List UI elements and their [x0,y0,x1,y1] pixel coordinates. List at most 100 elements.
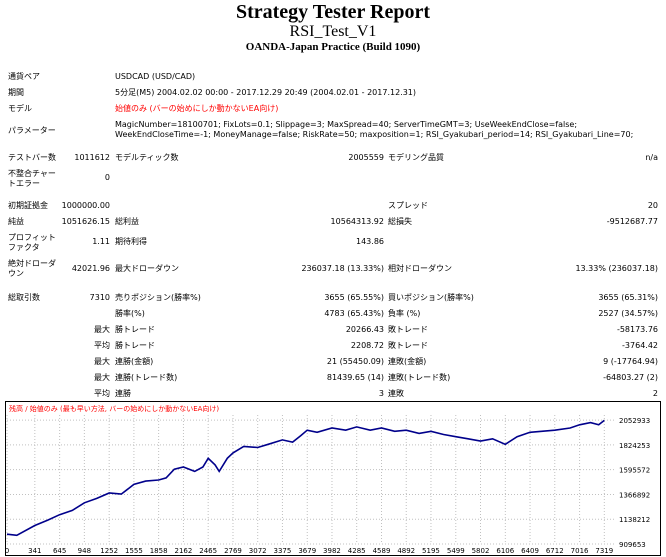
cons-wins-value: 21 (55450.09) [326,357,384,366]
y-tick-label: 1824253 [619,442,650,450]
max-drawdown-label: 最大ドローダウン [115,264,179,273]
bars-label: テストバー数 [8,153,56,162]
expected-payoff-value: 143.86 [356,237,384,246]
cons-loss-amount-value: -64803.27 (2) [603,373,658,382]
max-loss-label: 敗トレード [388,325,428,334]
x-tick-label: 7319 [595,547,613,555]
abs-drawdown-value: 42021.96 [71,264,110,273]
params-value: MagicNumber=18100701; FixLots=0.1; Slipp… [115,120,634,139]
spread-value: 20 [647,201,658,210]
long-positions-label: 買いポジション(勝率%) [388,293,474,302]
max-loss-value: -58173.76 [616,325,658,334]
mismatch-label-2: トエラー [8,179,40,188]
abs-drawdown-label-1: 絶対ドローダ [8,259,56,268]
y-axis-labels: 909653 1138212 1366892 1595572 1824253 205293… [619,417,650,549]
gross-profit-value: 10564313.92 [330,217,384,226]
max-label: 最大 [94,325,110,334]
report-title: Strategy Tester Report [235,1,431,23]
model-value: 始値のみ (バーの始めにしか動かないEA向け) [115,104,279,113]
x-tick-label: 341 [28,547,41,555]
net-profit-value: 1051626.15 [61,217,110,226]
short-positions-value: 3655 (65.55%) [324,293,384,302]
x-tick-label: 4285 [348,547,366,555]
abs-drawdown-label-2: ウン [8,269,24,278]
x-tick-label: 2162 [175,547,193,555]
spread-label: スプレッド [388,201,428,210]
y-tick-label: 1595572 [619,467,650,475]
y-tick-label: 1138212 [619,516,650,524]
deposit-value: 1000000.00 [61,201,110,210]
cons-loss-amount-label: 連敗(トレード数) [388,373,451,382]
chart-grid [6,415,615,545]
x-tick-label: 948 [78,547,91,555]
symbol-label: 通貨ペア [8,72,40,81]
max-win-value: 20266.43 [345,325,384,334]
profit-factor-value: 1.11 [92,237,110,246]
x-tick-label: 1858 [150,547,168,555]
expected-payoff-label: 期待利得 [115,237,147,246]
avg-cons-wins-value: 3 [378,389,384,398]
x-axis-labels: 0 341 645 948 1252 1555 1858 2162 2465 2769 3072 33… [5,547,613,555]
balance-chart: 残高 / 始値のみ (最も早い方法, バーの始めにしか動かないEA向け) 909… [5,401,661,556]
x-tick-label: 7016 [571,547,589,555]
y-tick-label: 2052933 [619,417,650,425]
max3-label: 最大 [94,373,110,382]
loss-rate-value: 2527 (34.57%) [598,309,658,318]
cons-losses-value: 9 (-17764.94) [603,357,658,366]
avg-cons-losses-label: 連敗 [388,389,404,398]
win-rate-label: 勝率(%) [115,309,145,318]
x-tick-label: 0 [5,547,9,555]
ea-name: RSI_Test_V1 [289,23,377,40]
max-drawdown-value: 236037.18 (13.33%) [301,264,384,273]
cons-profit-value: 81439.65 (14) [326,373,384,382]
avg-loss-value: -3764.42 [622,341,658,350]
gross-profit-label: 総利益 [115,217,139,226]
x-tick-label: 5195 [422,547,440,555]
mismatch-label-1: 不整合チャー [8,169,56,178]
total-trades-value: 7310 [89,293,110,302]
ticks-value: 2005559 [348,153,384,162]
mismatch-value: 0 [104,173,110,182]
quality-label: モデリング品質 [388,153,444,162]
x-tick-label: 4589 [373,547,391,555]
total-trades-label: 総取引数 [8,293,40,302]
params-label: パラメーター [8,126,56,135]
x-tick-label: 3679 [298,547,316,555]
avg-cons-losses-value: 2 [652,389,658,398]
period-value: 5分足(M5) 2004.02.02 00:00 - 2017.12.29 20… [115,88,417,97]
x-tick-label: 6106 [496,547,514,555]
x-tick-label: 6712 [546,547,564,555]
avg-loss-label: 敗トレード [388,341,428,350]
x-tick-label: 645 [53,547,66,555]
long-positions-value: 3655 (65.31%) [598,293,658,302]
x-tick-label: 4892 [397,547,415,555]
avg-label: 平均 [94,341,110,350]
short-positions-label: 売りポジション(勝率%) [115,293,201,302]
server-name: OANDA-Japan Practice (Build 1090) [245,41,421,53]
y-tick-label: 909653 [619,541,646,549]
chart-frame [5,401,661,556]
avg2-label: 平均 [94,389,110,398]
cons-losses-label: 連敗(金額) [388,357,427,366]
deposit-label: 初期証拠金 [8,201,48,210]
y-tick-label: 1366892 [619,491,650,499]
avg-win-value: 2208.72 [350,341,384,350]
balance-line [6,419,605,537]
chart-title: 残高 / 始値のみ (最も早い方法, バーの始めにしか動かないEA向け) [9,404,219,413]
cons-profit-label: 連勝(トレード数) [115,373,178,382]
rel-drawdown-label: 相対ドローダウン [388,264,452,273]
loss-rate-label: 負率 (%) [388,309,421,318]
avg-win-label: 勝トレード [115,341,155,350]
net-profit-label: 純益 [8,217,24,226]
gross-loss-value: -9512687.77 [606,217,658,226]
x-tick-label: 3072 [249,547,267,555]
x-tick-label: 3375 [274,547,292,555]
symbol-value: USDCAD (USD/CAD) [115,72,196,81]
x-tick-label: 2465 [199,547,217,555]
quality-value: n/a [645,153,658,162]
profit-factor-label-1: プロフィット [8,233,56,242]
bars-value: 1011612 [74,153,110,162]
x-tick-label: 5802 [472,547,490,555]
x-tick-label: 5499 [447,547,465,555]
x-tick-label: 3982 [323,547,341,555]
